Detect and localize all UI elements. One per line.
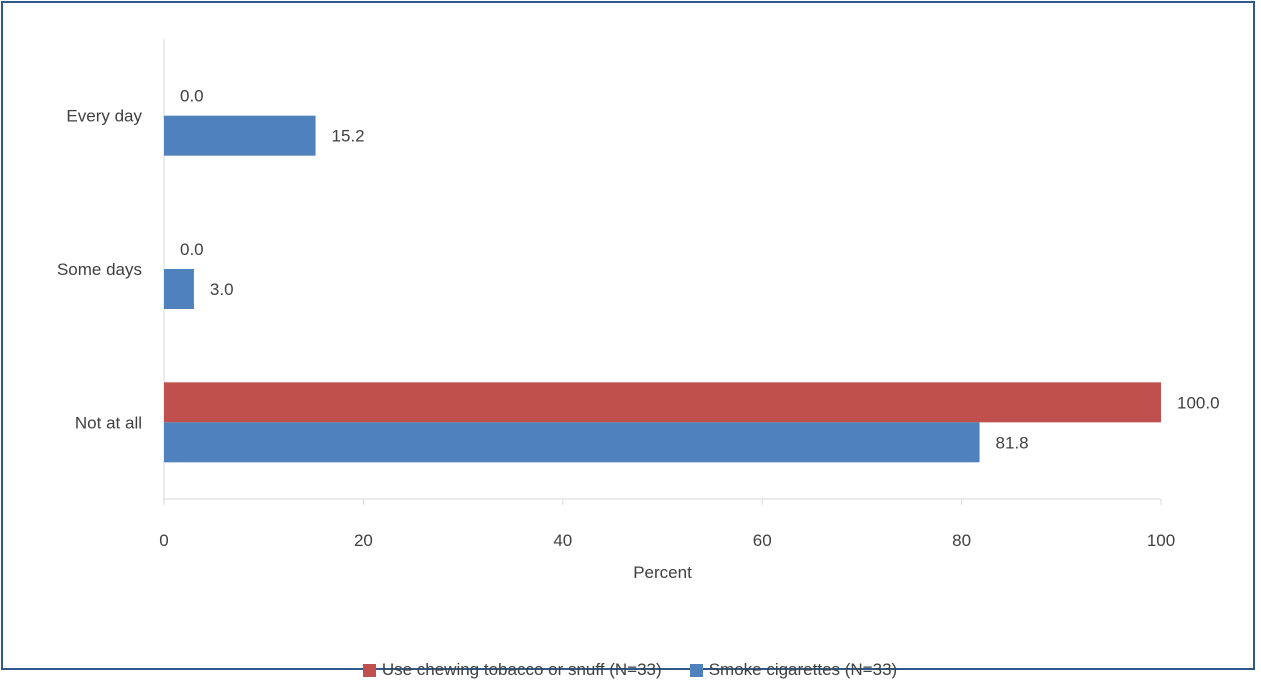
x-tick-label: 100	[1147, 531, 1175, 550]
x-tick-label: 80	[952, 531, 971, 550]
x-tick-label: 0	[159, 531, 168, 550]
data-label: 81.8	[996, 433, 1029, 452]
x-tick-label: 20	[354, 531, 373, 550]
category-label: Not at all	[75, 413, 142, 432]
data-label: 100.0	[1177, 393, 1220, 412]
category-label: Some days	[57, 260, 142, 279]
x-axis-title: Percent	[633, 563, 692, 582]
bar-1	[164, 269, 194, 309]
legend: Use chewing tobacco or snuff (N=33) Smoke…	[3, 655, 1257, 685]
legend-label: Use chewing tobacco or snuff (N=33)	[381, 660, 662, 679]
legend-item: Use chewing tobacco or snuff (N=33)	[362, 660, 662, 680]
bar-1	[164, 115, 316, 156]
data-label: 0.0	[180, 240, 204, 259]
bar-0	[164, 382, 1161, 423]
data-label: 3.0	[210, 280, 234, 299]
x-tick-label: 40	[553, 531, 572, 550]
bar-1	[164, 422, 980, 463]
data-label: 15.2	[332, 127, 365, 146]
data-label: 0.0	[180, 87, 204, 106]
bar-chart: 0 20 40 60 80 100 Percent Every day 0.0 15.2 Some …	[57, 39, 1220, 582]
legend-item: Smoke cigarettes (N=33)	[689, 660, 898, 680]
legend-swatch	[689, 663, 703, 677]
legend-swatch	[362, 663, 376, 677]
category-label: Every day	[66, 107, 142, 126]
legend-label: Smoke cigarettes (N=33)	[708, 660, 898, 679]
x-tick-label: 60	[753, 531, 772, 550]
